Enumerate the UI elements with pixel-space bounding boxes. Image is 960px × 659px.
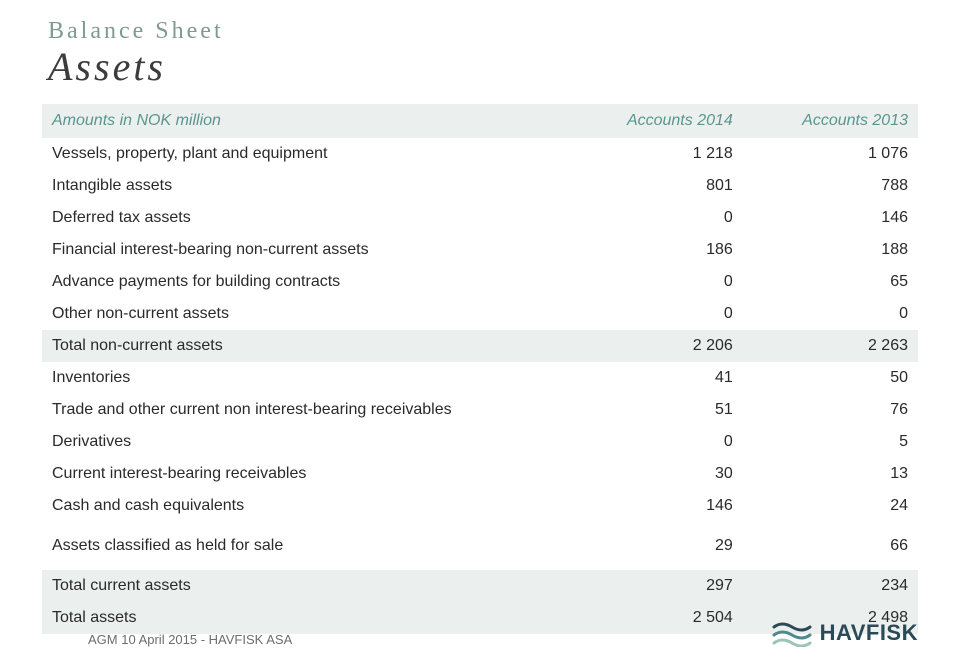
table-row: Other non-current assets00 <box>42 298 918 330</box>
row-value-2014: 297 <box>568 570 743 602</box>
spacer-row <box>42 562 918 570</box>
row-label: Assets classified as held for sale <box>42 530 568 562</box>
logo-text: HAVFISK <box>820 620 918 646</box>
title-block: Balance Sheet Assets <box>48 18 918 90</box>
row-value-2014: 146 <box>568 490 743 522</box>
header-col-2014: Accounts 2014 <box>568 104 743 138</box>
table-row: Inventories4150 <box>42 362 918 394</box>
row-value-2014: 41 <box>568 362 743 394</box>
row-label: Financial interest-bearing non-current a… <box>42 234 568 266</box>
footer: AGM 10 April 2015 - HAVFISK ASA HAVFISK <box>0 619 960 647</box>
row-value-2014: 0 <box>568 266 743 298</box>
spacer-row <box>42 522 918 530</box>
row-label: Cash and cash equivalents <box>42 490 568 522</box>
wave-icon <box>772 619 812 647</box>
row-value-2014: 0 <box>568 426 743 458</box>
row-value-2013: 65 <box>743 266 918 298</box>
row-label: Other non-current assets <box>42 298 568 330</box>
title-big: Assets <box>48 43 918 90</box>
row-value-2013: 50 <box>743 362 918 394</box>
table-row: Total current assets297234 <box>42 570 918 602</box>
row-value-2013: 188 <box>743 234 918 266</box>
row-value-2013: 24 <box>743 490 918 522</box>
table-row: Vessels, property, plant and equipment1 … <box>42 138 918 170</box>
row-value-2013: 146 <box>743 202 918 234</box>
table-row: Intangible assets801788 <box>42 170 918 202</box>
row-value-2013: 0 <box>743 298 918 330</box>
page: Balance Sheet Assets Amounts in NOK mill… <box>0 0 960 634</box>
header-col-2013: Accounts 2013 <box>743 104 918 138</box>
row-value-2013: 788 <box>743 170 918 202</box>
row-label: Advance payments for building contracts <box>42 266 568 298</box>
row-label: Intangible assets <box>42 170 568 202</box>
row-value-2013: 234 <box>743 570 918 602</box>
row-label: Deferred tax assets <box>42 202 568 234</box>
footer-text: AGM 10 April 2015 - HAVFISK ASA <box>88 632 292 647</box>
row-value-2014: 30 <box>568 458 743 490</box>
company-logo: HAVFISK <box>772 619 918 647</box>
table-row: Advance payments for building contracts0… <box>42 266 918 298</box>
row-label: Inventories <box>42 362 568 394</box>
row-value-2014: 1 218 <box>568 138 743 170</box>
table-row: Total non-current assets2 2062 263 <box>42 330 918 362</box>
header-label: Amounts in NOK million <box>42 104 568 138</box>
table-row: Cash and cash equivalents14624 <box>42 490 918 522</box>
title-small: Balance Sheet <box>48 18 918 45</box>
row-value-2013: 2 263 <box>743 330 918 362</box>
row-value-2013: 5 <box>743 426 918 458</box>
row-value-2014: 801 <box>568 170 743 202</box>
table-row: Deferred tax assets0146 <box>42 202 918 234</box>
row-value-2014: 0 <box>568 298 743 330</box>
row-value-2013: 13 <box>743 458 918 490</box>
row-label: Total non-current assets <box>42 330 568 362</box>
row-value-2013: 76 <box>743 394 918 426</box>
row-value-2014: 186 <box>568 234 743 266</box>
balance-sheet-table: Amounts in NOK million Accounts 2014 Acc… <box>42 104 918 634</box>
table-row: Current interest-bearing receivables3013 <box>42 458 918 490</box>
table-row: Derivatives05 <box>42 426 918 458</box>
row-label: Current interest-bearing receivables <box>42 458 568 490</box>
table-row: Trade and other current non interest-bea… <box>42 394 918 426</box>
row-label: Total current assets <box>42 570 568 602</box>
row-value-2014: 2 206 <box>568 330 743 362</box>
row-label: Vessels, property, plant and equipment <box>42 138 568 170</box>
row-label: Trade and other current non interest-bea… <box>42 394 568 426</box>
row-value-2013: 1 076 <box>743 138 918 170</box>
row-value-2013: 66 <box>743 530 918 562</box>
table-row: Financial interest-bearing non-current a… <box>42 234 918 266</box>
row-value-2014: 51 <box>568 394 743 426</box>
row-value-2014: 0 <box>568 202 743 234</box>
row-label: Derivatives <box>42 426 568 458</box>
table-row: Assets classified as held for sale2966 <box>42 530 918 562</box>
row-value-2014: 29 <box>568 530 743 562</box>
table-header-row: Amounts in NOK million Accounts 2014 Acc… <box>42 104 918 138</box>
